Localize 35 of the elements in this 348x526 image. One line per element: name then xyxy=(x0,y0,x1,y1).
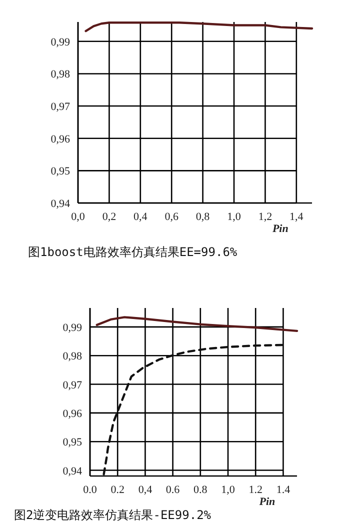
x-tick-label: 0,2 xyxy=(102,211,116,223)
text: 图2逆变电路效率仿真结果-EE99.2% xyxy=(14,507,212,524)
y-tick-label: 0,97 xyxy=(50,101,70,114)
y-tick-label: 0,94 xyxy=(62,465,82,478)
x-tick-label: 1,0 xyxy=(227,211,242,223)
text: 图1boost电路效率仿真结果EE=99.6% xyxy=(28,244,238,261)
y-tick-label: 0,99 xyxy=(62,322,82,334)
y-tick-label: 0,97 xyxy=(62,379,82,392)
x-axis-title: Pin xyxy=(272,223,288,235)
y-tick-label: 0,98 xyxy=(62,350,82,363)
x-tick-label: 1,2 xyxy=(258,211,272,223)
line-series xyxy=(96,316,298,332)
y-tick-label: 0,96 xyxy=(62,408,82,420)
x-tick-label: 1.4 xyxy=(276,484,291,496)
y-tick-label: 0,99 xyxy=(50,36,70,48)
x-tick-label: 0.8 xyxy=(194,484,208,496)
line-series xyxy=(102,344,284,476)
x-tick-label: 1,4 xyxy=(290,211,304,223)
y-tick-label: 0,96 xyxy=(50,133,70,146)
x-tick-label: 0.6 xyxy=(166,484,180,496)
y-tick-label: 0,95 xyxy=(62,436,82,449)
x-tick-label: 1.2 xyxy=(248,484,262,496)
x-tick-label: 0,8 xyxy=(196,211,210,223)
y-tick-label: 0,98 xyxy=(50,68,70,81)
x-tick-label: 0,6 xyxy=(164,211,179,223)
x-tick-label: 0,4 xyxy=(134,211,148,223)
x-tick-label: 0.0 xyxy=(83,484,98,496)
x-tick-label: 1,0 xyxy=(221,484,236,496)
y-tick-label: 0,94 xyxy=(50,198,70,210)
line-series xyxy=(84,22,314,32)
x-tick-label: 0,4 xyxy=(138,484,153,496)
x-axis-title: Pin xyxy=(259,496,276,508)
y-tick-label: 0,95 xyxy=(50,166,70,178)
x-tick-label: 0.2 xyxy=(110,484,124,496)
x-tick-label: 0,0 xyxy=(71,211,86,223)
